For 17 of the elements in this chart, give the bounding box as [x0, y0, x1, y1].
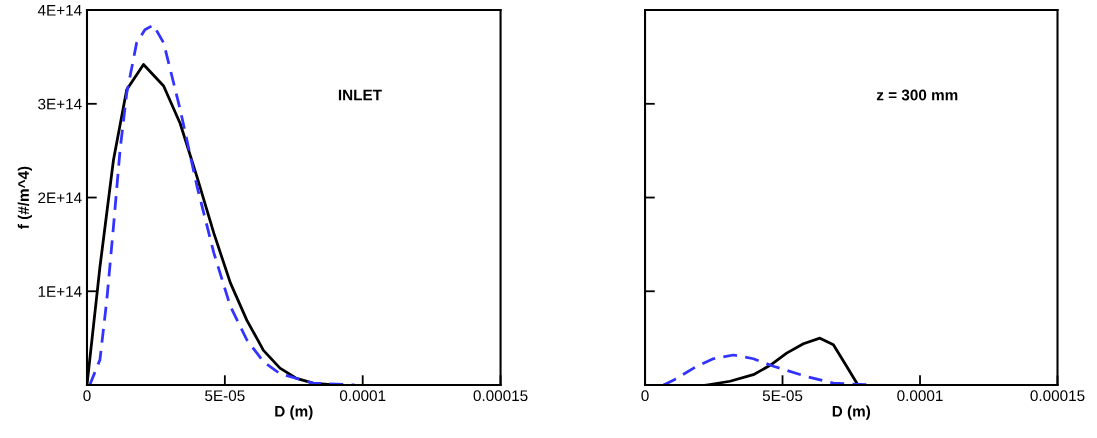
- x-tick-label: 0.00015: [473, 390, 528, 402]
- annotation: INLET: [338, 89, 382, 101]
- y-tick-label: 3E+14: [38, 98, 82, 110]
- y-axis-title: f (#/m^4): [17, 166, 32, 229]
- x-tick-label: 5E-05: [762, 390, 803, 402]
- y-tick-label: 1E+14: [38, 286, 82, 297]
- x-tick-label: 0.0001: [897, 390, 943, 402]
- x-axis-title: D (m): [275, 405, 313, 420]
- x-tick-label: 0: [83, 390, 91, 402]
- x-tick-label: 0.00015: [1030, 390, 1085, 402]
- x-tick-label: 0.0001: [339, 390, 386, 402]
- x-tick-label: 5E-05: [205, 390, 245, 402]
- annotation: z = 300 mm: [876, 89, 958, 101]
- y-tick-label: 4E+14: [37, 5, 82, 16]
- x-tick-label: 0: [641, 390, 649, 402]
- y-tick-label: 2E+14: [38, 192, 82, 204]
- x-axis-title: D (m): [832, 405, 871, 420]
